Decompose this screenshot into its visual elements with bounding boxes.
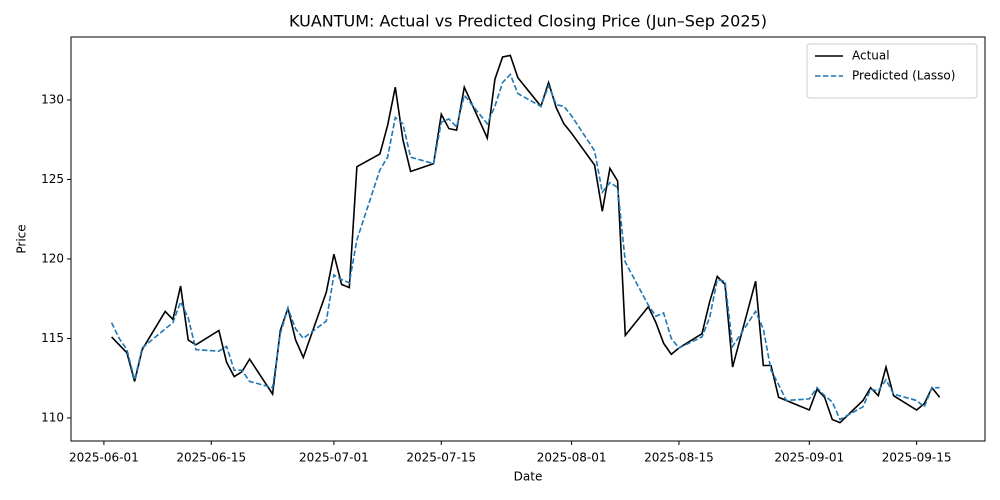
- x-tick-label: 2025-09-15: [882, 451, 952, 465]
- series-line: [111, 54, 941, 424]
- y-tick-label: 125: [41, 172, 64, 186]
- legend-label: Predicted (Lasso): [852, 69, 955, 83]
- y-tick-label: 120: [41, 251, 64, 265]
- legend-label: Actual: [852, 49, 890, 63]
- x-tick-label: 2025-07-01: [299, 451, 369, 465]
- series-line: [110, 73, 940, 421]
- y-tick-label: 110: [41, 410, 64, 424]
- chart-title: KUANTUM: Actual vs Predicted Closing Pri…: [289, 12, 767, 31]
- x-tick-label: 2025-08-15: [644, 451, 714, 465]
- x-axis-label: Date: [514, 470, 543, 484]
- y-tick-label: 130: [41, 92, 64, 106]
- y-tick-label: 115: [41, 331, 64, 345]
- x-tick-label: 2025-09-01: [774, 451, 844, 465]
- x-tick-label: 2025-08-01: [537, 451, 607, 465]
- y-axis-label: Price: [15, 224, 29, 253]
- x-tick-label: 2025-06-15: [176, 451, 246, 465]
- x-tick-label: 2025-07-15: [406, 451, 476, 465]
- x-tick-label: 2025-06-01: [69, 451, 139, 465]
- legend-box: [806, 43, 978, 99]
- plot-frame: [70, 36, 986, 442]
